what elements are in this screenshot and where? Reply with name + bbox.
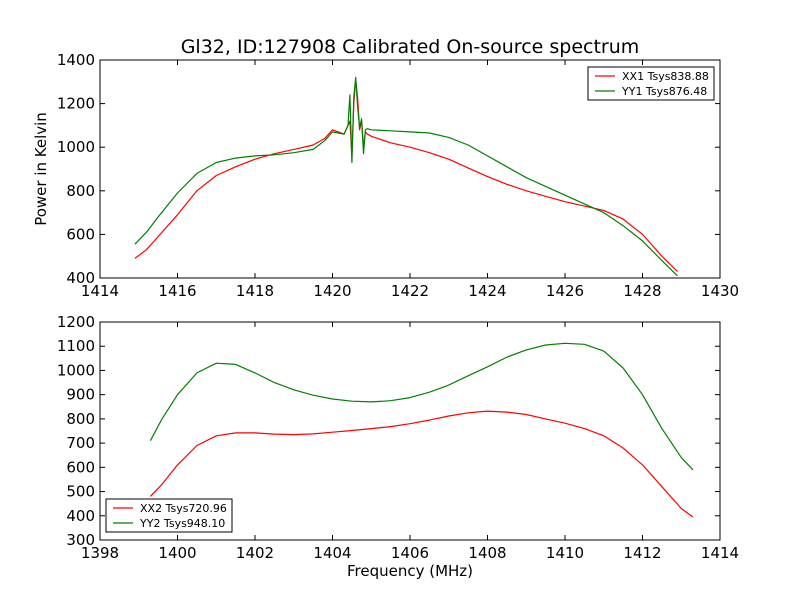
bottom-y-tick-label: 600 xyxy=(66,458,95,476)
top-legend-box xyxy=(587,66,715,101)
y-axis-label: Power in Kelvin xyxy=(32,112,50,226)
bottom-y-tick-label: 300 xyxy=(66,531,95,549)
bottom-x-tick-label: 1398 xyxy=(81,544,119,562)
bottom-y-tick-label: 1200 xyxy=(57,313,95,331)
bottom-legend: XX2 Tsys720.96 YY2 Tsys948.10 xyxy=(105,498,233,533)
top-x-tick-label: 1416 xyxy=(158,282,196,300)
top-x-tick-label: 1424 xyxy=(468,282,506,300)
top-y-tick-label: 400 xyxy=(66,269,95,287)
top-x-tick-label: 1422 xyxy=(391,282,429,300)
bottom-x-tick-label: 1412 xyxy=(623,544,661,562)
top-x-tick-label: 1426 xyxy=(546,282,584,300)
bottom-x-tick-label: 1408 xyxy=(468,544,506,562)
figure-title: Gl32, ID:127908 Calibrated On-source spe… xyxy=(181,36,640,58)
top-x-tick-label: 1414 xyxy=(81,282,119,300)
top-y-tick-label: 1400 xyxy=(57,51,95,69)
top-ticks: 1414 1416 1418 1420 1422 1424 1426 1428 1430 400 6… xyxy=(57,51,739,300)
legend-label-xx1: XX1 Tsys838.88 xyxy=(622,70,709,83)
x-axis-label: Frequency (MHz) xyxy=(347,562,473,580)
bottom-series xyxy=(149,342,694,518)
top-x-tick-label: 1418 xyxy=(236,282,274,300)
bottom-y-tick-label: 900 xyxy=(66,386,95,404)
bottom-x-tick-label: 1406 xyxy=(391,544,429,562)
top-y-tick-label: 800 xyxy=(66,182,95,200)
bottom-y-tick-label: 700 xyxy=(66,434,95,452)
bottom-y-tick-label: 500 xyxy=(66,483,95,501)
legend-label-xx2: XX2 Tsys720.96 xyxy=(140,502,227,515)
top-legend: XX1 Tsys838.88 YY1 Tsys876.48 xyxy=(587,66,715,101)
top-y-tick-label: 600 xyxy=(66,225,95,243)
bottom-y-tick-label: 400 xyxy=(66,507,95,525)
legend-label-yy2: YY2 Tsys948.10 xyxy=(139,517,225,530)
bottom-legend-box xyxy=(105,498,233,533)
series-line-yy2 xyxy=(149,342,694,471)
bottom-y-tick-label: 1100 xyxy=(57,337,95,355)
top-x-tick-label: 1430 xyxy=(701,282,739,300)
top-y-tick-label: 1200 xyxy=(57,95,95,113)
bottom-panel: 1398 1400 1402 1404 1406 1408 1410 1412 1414 300 4… xyxy=(57,313,739,562)
bottom-x-tick-label: 1404 xyxy=(313,544,351,562)
top-x-tick-label: 1420 xyxy=(313,282,351,300)
bottom-x-tick-label: 1410 xyxy=(546,544,584,562)
bottom-x-tick-label: 1402 xyxy=(236,544,274,562)
legend-label-yy1: YY1 Tsys876.48 xyxy=(621,85,707,98)
top-series xyxy=(134,76,678,277)
top-x-tick-label: 1428 xyxy=(623,282,661,300)
top-panel: 1414 1416 1418 1420 1422 1424 1426 1428 1430 400 6… xyxy=(57,51,739,300)
series-line-yy1 xyxy=(134,76,678,277)
bottom-y-tick-label: 1000 xyxy=(57,361,95,379)
series-line-xx2 xyxy=(149,410,694,518)
bottom-ticks: 1398 1400 1402 1404 1406 1408 1410 1412 1414 300 4… xyxy=(57,313,739,562)
top-y-tick-label: 1000 xyxy=(57,138,95,156)
bottom-x-tick-label: 1414 xyxy=(701,544,739,562)
bottom-x-tick-label: 1400 xyxy=(158,544,196,562)
bottom-y-tick-label: 800 xyxy=(66,410,95,428)
